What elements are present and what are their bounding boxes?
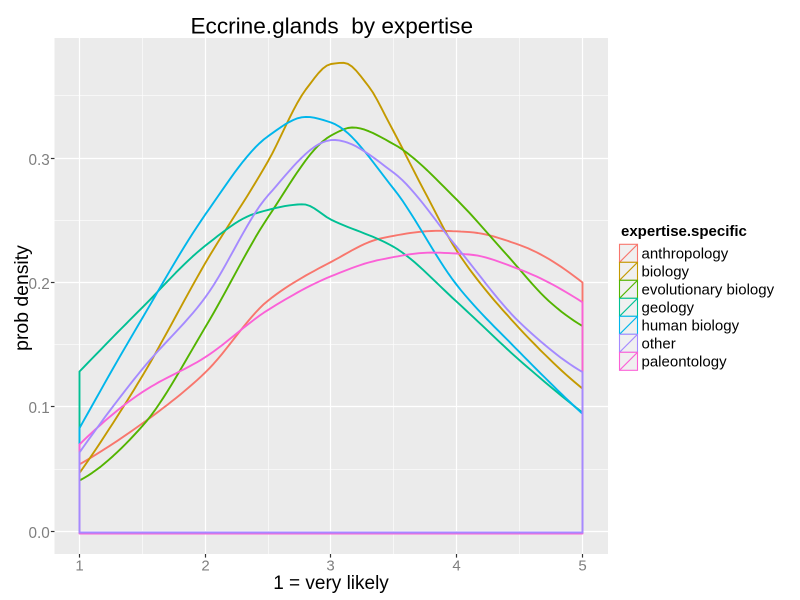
svg-text:other: other (642, 336, 676, 353)
svg-text:4: 4 (452, 558, 460, 575)
svg-text:2: 2 (201, 558, 209, 575)
svg-text:5: 5 (578, 558, 586, 575)
svg-text:paleontology: paleontology (642, 354, 728, 371)
svg-text:expertise.specific: expertise.specific (621, 223, 747, 240)
svg-text:geology: geology (642, 300, 695, 317)
svg-text:prob density: prob density (11, 245, 33, 351)
svg-text:3: 3 (326, 558, 334, 575)
svg-text:1 = very likely: 1 = very likely (273, 573, 389, 594)
svg-text:anthropology: anthropology (642, 246, 729, 263)
svg-text:0.0: 0.0 (29, 525, 50, 542)
svg-text:Eccrine.glands by expertise: Eccrine.glands by expertise (190, 14, 473, 39)
svg-text:0.2: 0.2 (29, 276, 50, 293)
svg-text:biology: biology (642, 264, 690, 281)
svg-text:1: 1 (75, 558, 83, 575)
svg-text:evolutionary biology: evolutionary biology (642, 282, 775, 299)
svg-text:0.1: 0.1 (29, 400, 50, 417)
svg-text:human biology: human biology (642, 318, 740, 335)
svg-text:0.3: 0.3 (29, 152, 50, 169)
